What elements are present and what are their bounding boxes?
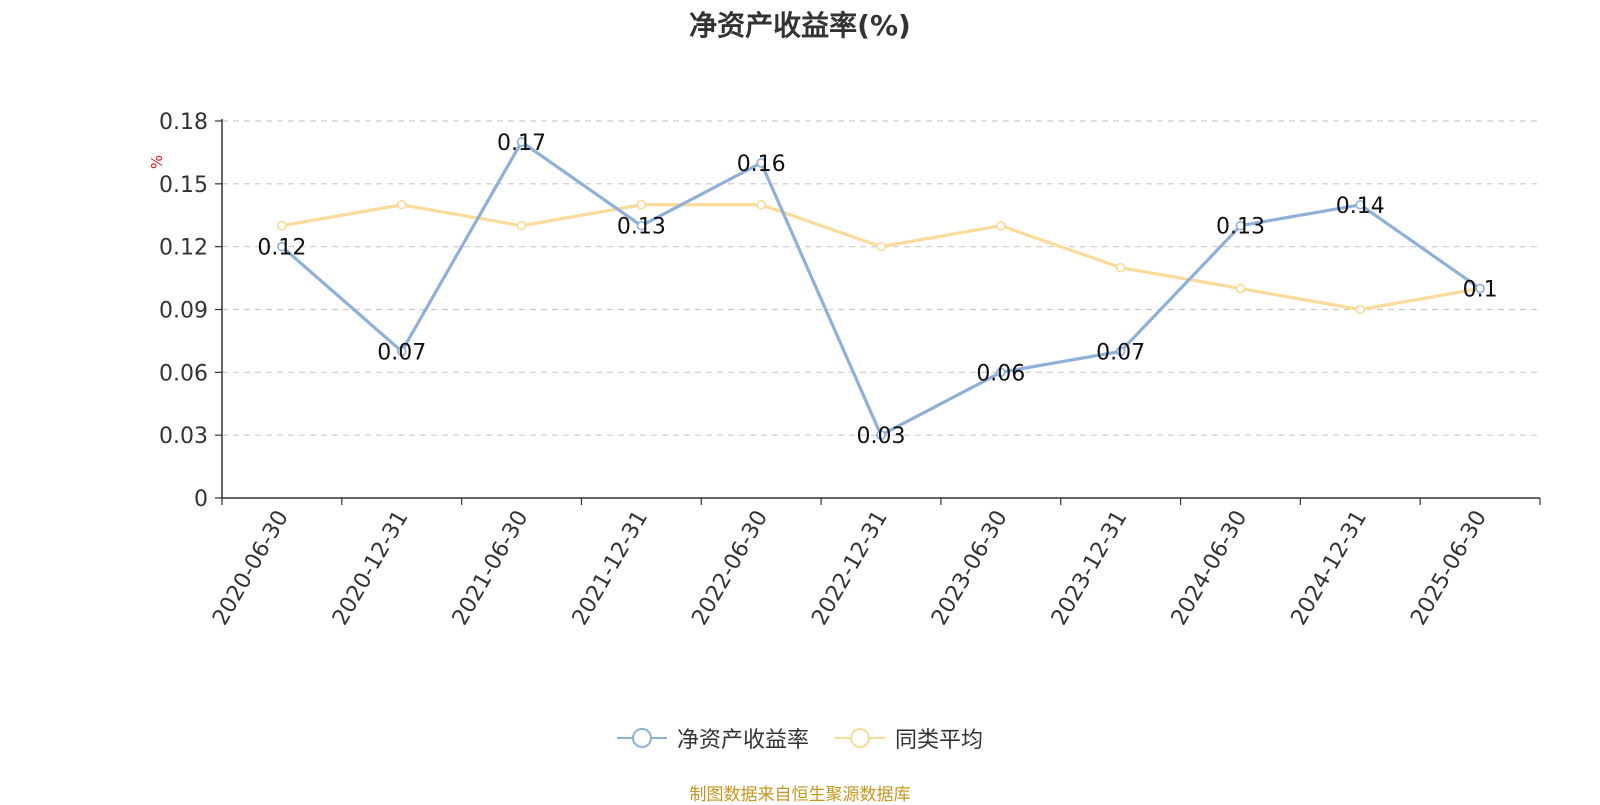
series-line-1: [281, 203, 1481, 312]
x-tick-label: 2020-06-30: [208, 506, 294, 629]
data-label: 0.07: [1096, 340, 1145, 365]
series-layer: [277, 137, 1485, 440]
x-tick-label: 2023-12-31: [1047, 506, 1133, 629]
legend: 净资产收益率 同类平均: [0, 722, 1600, 754]
data-label: 0.13: [1216, 215, 1265, 240]
y-tick-label: 0.12: [159, 236, 208, 261]
x-tick-label: 2022-06-30: [687, 506, 773, 629]
chart-title: 净资产收益率(%): [689, 9, 911, 42]
y-tick-label: 0.18: [159, 110, 208, 135]
x-tick-label: 2022-12-31: [807, 506, 893, 629]
series-0-point: [1355, 199, 1366, 210]
data-label: 0.14: [1336, 194, 1385, 219]
series-1-point: [1115, 262, 1126, 273]
series-1-point: [1235, 283, 1246, 294]
x-tick-label: 2024-12-31: [1287, 506, 1373, 629]
legend-item-peer-average[interactable]: 同类平均: [835, 722, 983, 754]
series-0-point: [1475, 283, 1485, 294]
y-tick-label: 0: [194, 487, 208, 512]
data-label: 0.03: [857, 424, 906, 449]
series-1-point: [1355, 304, 1366, 315]
series-0-point: [996, 367, 1006, 378]
series-1-point: [996, 220, 1006, 231]
series-0-point: [636, 220, 647, 231]
series-0-point: [756, 158, 766, 168]
x-tick-label: 2023-06-30: [927, 506, 1013, 629]
x-tick-label: 2021-12-31: [568, 506, 654, 629]
x-tick-label: 2025-06-30: [1406, 506, 1492, 629]
legend-line-circle-icon: [616, 728, 667, 748]
data-label: 0.13: [617, 215, 666, 240]
legend-item-roe[interactable]: 净资产收益率: [616, 722, 809, 754]
source-note: 制图数据来自恒生聚源数据库: [689, 785, 911, 805]
legend-label-roe: 净资产收益率: [676, 728, 809, 753]
series-1-point: [876, 241, 886, 252]
legend-line-circle-icon: [835, 728, 885, 748]
gridlines: [222, 120, 1540, 436]
series-0-point: [516, 137, 527, 147]
series-1-point: [756, 199, 766, 210]
series-line-0: [280, 140, 1482, 437]
series-1-point: [277, 220, 287, 231]
roe-line-chart: 0 0.03 0.06 0.09 0.12 0.15 0.18 2020-06-30 2020-…: [148, 110, 1541, 630]
data-label: 0.12: [257, 236, 306, 261]
data-label: 0.07: [377, 340, 426, 365]
series-1-point: [636, 199, 647, 210]
axes: 0 0.03 0.06 0.09 0.12 0.15 0.18 2020-06-30 2020-…: [159, 110, 1541, 630]
data-labels: 0.12 0.07 0.17 0.13 0.16 0.03 0.06 0.07 0.13 0.14…: [257, 131, 1497, 449]
series-1-point: [516, 220, 527, 231]
data-label: 0.16: [737, 152, 786, 177]
y-tick-label: 0.03: [159, 424, 208, 449]
data-label: 0.1: [1463, 278, 1498, 303]
series-1-point: [396, 199, 407, 210]
y-tick-label: 0.06: [159, 361, 208, 386]
series-0-point: [1115, 346, 1126, 357]
legend-label-peer-average: 同类平均: [895, 728, 984, 753]
x-tick-label: 2020-12-31: [328, 506, 414, 629]
series-0-point: [277, 241, 287, 252]
x-tick-label: 2021-06-30: [448, 506, 534, 629]
data-label: 0.06: [976, 361, 1025, 386]
data-label: 0.17: [497, 131, 546, 156]
series-0-point: [876, 430, 886, 440]
series-0-point: [396, 346, 407, 357]
y-axis-unit-label: %: [148, 155, 166, 169]
y-tick-label: 0.09: [159, 299, 208, 324]
y-tick-label: 0.15: [159, 173, 208, 198]
series-0-point: [1235, 220, 1246, 231]
x-tick-label: 2024-06-30: [1167, 506, 1253, 629]
